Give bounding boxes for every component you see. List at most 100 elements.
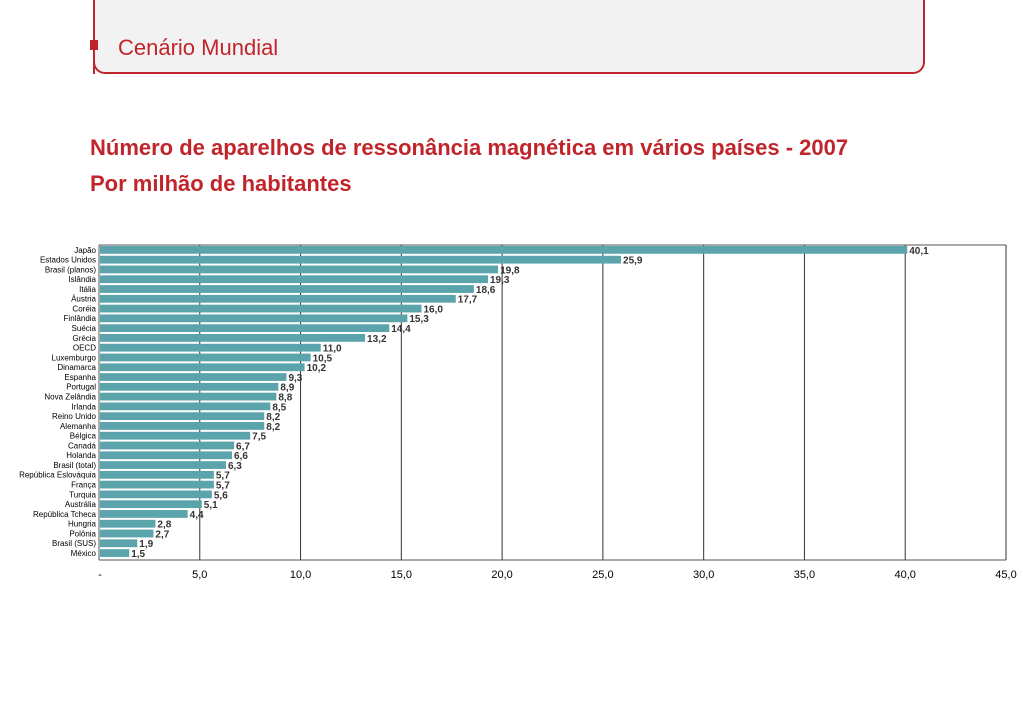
category-label: Brasil (total) bbox=[53, 461, 96, 470]
category-label: Espanha bbox=[64, 373, 96, 382]
x-tick-label: 25,0 bbox=[592, 569, 613, 581]
bar bbox=[100, 451, 233, 460]
value-label: 8,8 bbox=[278, 392, 292, 403]
x-tick-label: 5,0 bbox=[192, 569, 207, 581]
bar bbox=[100, 490, 212, 499]
value-label: 5,7 bbox=[216, 471, 230, 482]
x-tick-label: 30,0 bbox=[693, 569, 714, 581]
bar bbox=[100, 529, 154, 538]
value-label: 17,7 bbox=[458, 295, 478, 306]
bar bbox=[100, 343, 321, 352]
value-label: 5,7 bbox=[216, 481, 230, 492]
category-label: Dinamarca bbox=[57, 363, 96, 372]
bar bbox=[100, 363, 305, 372]
value-label: 15,3 bbox=[409, 314, 429, 325]
bar bbox=[100, 265, 499, 274]
bar bbox=[100, 246, 908, 254]
category-label: Estados Unidos bbox=[40, 256, 96, 265]
bar bbox=[100, 500, 202, 509]
x-tick-label: 35,0 bbox=[794, 569, 815, 581]
bar bbox=[100, 285, 474, 293]
bar bbox=[100, 519, 156, 528]
category-label: República Eslováquia bbox=[19, 471, 96, 480]
header-title: Cenário Mundial bbox=[118, 35, 279, 60]
value-label: 8,5 bbox=[272, 402, 286, 413]
bar bbox=[100, 304, 422, 313]
category-label: República Tcheca bbox=[33, 510, 97, 519]
category-label: Portugal bbox=[66, 383, 96, 392]
value-label: 5,6 bbox=[214, 490, 228, 501]
category-label: Austrália bbox=[65, 500, 97, 509]
bar bbox=[100, 255, 622, 264]
category-label: Irlanda bbox=[72, 402, 97, 411]
x-tick-label: - bbox=[98, 569, 102, 581]
bar bbox=[100, 470, 214, 479]
x-tick-label: 15,0 bbox=[391, 569, 412, 581]
bar bbox=[100, 412, 265, 421]
category-label: Itália bbox=[79, 285, 96, 294]
value-label: 6,7 bbox=[236, 441, 250, 452]
value-label: 13,2 bbox=[367, 334, 387, 345]
bar bbox=[100, 431, 251, 440]
value-label: 8,2 bbox=[266, 422, 280, 433]
category-label: Turquia bbox=[69, 490, 96, 499]
bar bbox=[100, 294, 456, 303]
bar bbox=[100, 353, 311, 362]
category-label: Alemanha bbox=[60, 422, 97, 431]
value-label: 7,5 bbox=[252, 432, 266, 443]
value-label: 6,3 bbox=[228, 461, 242, 472]
category-label: Suécia bbox=[72, 324, 97, 333]
value-label: 5,1 bbox=[204, 500, 218, 511]
value-label: 2,8 bbox=[157, 520, 171, 531]
value-label: 25,9 bbox=[623, 256, 643, 267]
value-label: 9,3 bbox=[288, 373, 302, 384]
category-label: Holanda bbox=[66, 451, 96, 460]
category-label: Brasil (SUS) bbox=[52, 539, 96, 548]
bar bbox=[100, 314, 408, 323]
bar bbox=[100, 402, 271, 411]
bar bbox=[100, 392, 277, 401]
category-label: Brasil (planos) bbox=[45, 265, 96, 274]
header-box bbox=[93, 0, 925, 74]
category-label: Bélgica bbox=[70, 432, 97, 441]
value-label: 8,9 bbox=[280, 383, 294, 394]
category-label: Islândia bbox=[68, 275, 96, 284]
bar bbox=[100, 324, 390, 333]
category-label: Nova Zelândia bbox=[44, 392, 96, 401]
value-label: 10,2 bbox=[307, 363, 327, 374]
category-label: Reino Unido bbox=[52, 412, 97, 421]
bar bbox=[100, 480, 214, 489]
chart-subtitle: Por milhão de habitantes bbox=[90, 171, 352, 196]
bar bbox=[100, 373, 287, 381]
value-label: 16,0 bbox=[423, 304, 443, 315]
bullet-icon bbox=[90, 40, 98, 50]
value-label: 8,2 bbox=[266, 412, 280, 423]
category-label: Polônia bbox=[69, 529, 96, 538]
value-label: 19,3 bbox=[490, 275, 510, 286]
x-tick-label: 20,0 bbox=[491, 569, 512, 581]
category-label: Japão bbox=[74, 246, 96, 255]
x-tick-label: 10,0 bbox=[290, 569, 311, 581]
category-label: Grécia bbox=[72, 334, 96, 343]
bar bbox=[100, 510, 188, 518]
value-label: 1,9 bbox=[139, 539, 153, 550]
value-label: 4,4 bbox=[190, 510, 204, 521]
value-label: 6,6 bbox=[234, 451, 248, 462]
category-label: Áustria bbox=[71, 295, 96, 304]
category-label: Finlândia bbox=[64, 314, 97, 323]
bar bbox=[100, 441, 235, 450]
x-tick-label: 45,0 bbox=[995, 569, 1016, 581]
bar-chart: - 5,0 10,0 15,0 20,0 25,0 30,0 35,0 40,0 45,0 Japã… bbox=[19, 244, 1017, 581]
category-label: Luxemburgo bbox=[52, 353, 97, 362]
bar bbox=[100, 334, 366, 342]
value-label: 40,1 bbox=[909, 246, 929, 257]
category-label: Canadá bbox=[68, 441, 97, 450]
value-label: 14,4 bbox=[391, 324, 411, 335]
value-label: 2,7 bbox=[155, 529, 169, 540]
category-label: Coréia bbox=[72, 304, 96, 313]
value-label: 10,5 bbox=[313, 353, 333, 364]
value-label: 11,0 bbox=[323, 344, 342, 355]
value-label: 19,8 bbox=[500, 265, 520, 276]
category-label: OECD bbox=[73, 344, 96, 353]
category-label: México bbox=[71, 549, 97, 558]
